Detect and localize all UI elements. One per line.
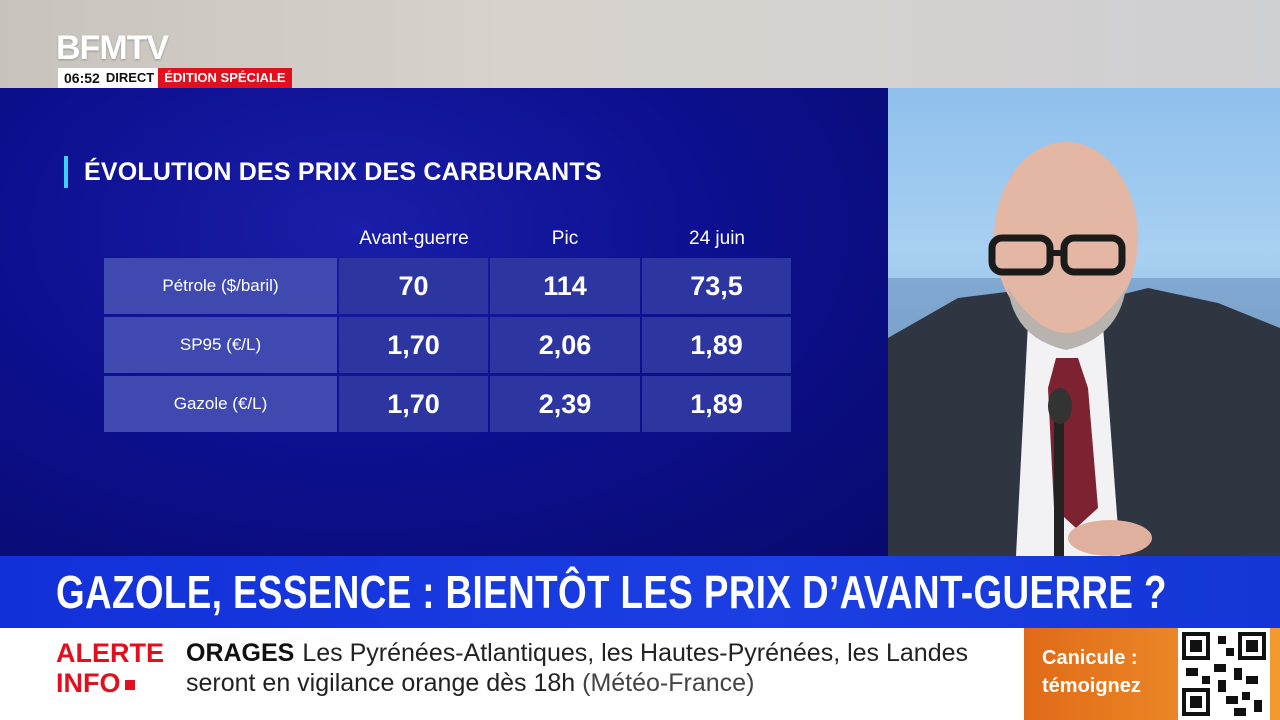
table-cell: 2,06 xyxy=(490,317,640,373)
headline-banner: GAZOLE, ESSENCE : BIENTÔT LES PRIX D’AVA… xyxy=(0,556,1280,628)
table-cell: 1,70 xyxy=(339,317,488,373)
guest-illustration xyxy=(888,142,1280,556)
channel-logo: BFMTV xyxy=(56,29,169,67)
qr-pattern xyxy=(1182,632,1266,716)
promo-line-2: témoignez xyxy=(1042,675,1141,697)
edition-badge: ÉDITION SPÉCIALE xyxy=(158,68,292,88)
ticker-body: Les Pyrénées-Atlantiques, les Hautes-Pyr… xyxy=(186,639,969,697)
studio-guest-video xyxy=(888,88,1280,556)
ticker-message: ORAGES Les Pyrénées-Atlantiques, les Haut… xyxy=(186,638,1016,698)
promo-line-1: Canicule : xyxy=(1042,647,1138,669)
promo-box[interactable]: Canicule : témoignez xyxy=(1024,628,1280,720)
live-label: DIRECT xyxy=(105,68,159,88)
square-icon xyxy=(124,679,135,690)
column-header-pic: Pic xyxy=(551,228,579,249)
table-cell: 1,89 xyxy=(642,317,791,373)
qr-code-icon[interactable] xyxy=(1178,628,1270,720)
price-graphic-panel: ÉVOLUTION DES PRIX DES CARBURANTS Avant-… xyxy=(0,88,888,556)
ticker-source: (Météo-France) xyxy=(582,669,755,697)
table-cell: 1,70 xyxy=(339,376,488,432)
ticker-tag: ORAGES xyxy=(186,639,295,667)
column-header-24-juin: 24 juin xyxy=(689,228,745,249)
row-label-petrole: Pétrole ($/baril) xyxy=(104,258,337,314)
alert-word: ALERTE xyxy=(56,638,164,668)
table-cell: 2,39 xyxy=(490,376,640,432)
graphic-title: ÉVOLUTION DES PRIX DES CARBURANTS xyxy=(64,156,602,188)
table-cell: 73,5 xyxy=(642,258,791,314)
table-cell: 1,89 xyxy=(642,376,791,432)
live-bar: 06:52 DIRECT ÉDITION SPÉCIALE xyxy=(58,68,292,88)
row-label-sp95: SP95 (€/L) xyxy=(104,317,337,373)
top-band: BFMTV 06:52 DIRECT ÉDITION SPÉCIALE xyxy=(0,0,1280,88)
info-line: INFO xyxy=(56,668,176,698)
table-cell: 114 xyxy=(490,258,640,314)
column-header-avant-guerre: Avant-guerre xyxy=(359,228,469,249)
table-cell: 70 xyxy=(339,258,488,314)
alert-info-label: ALERTE INFO xyxy=(56,638,176,698)
headline-text: GAZOLE, ESSENCE : BIENTÔT LES PRIX D’AVA… xyxy=(56,566,1167,618)
promo-text: Canicule : témoignez xyxy=(1042,644,1141,700)
info-word: INFO xyxy=(56,668,121,698)
row-label-gazole: Gazole (€/L) xyxy=(104,376,337,432)
clock-time: 06:52 xyxy=(58,68,106,88)
